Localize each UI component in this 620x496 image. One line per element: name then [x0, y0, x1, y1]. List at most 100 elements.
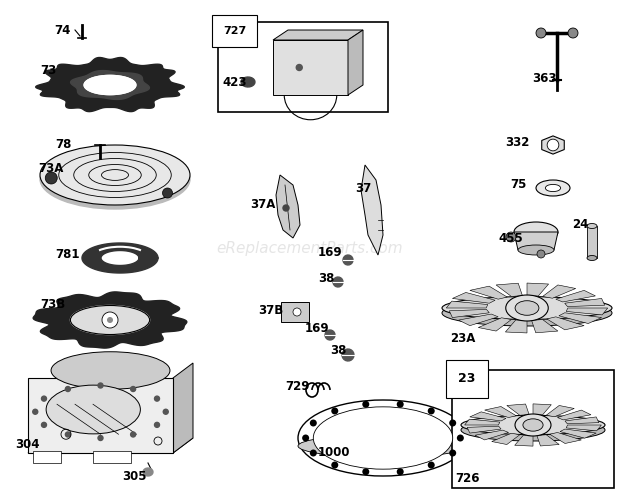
Circle shape	[131, 386, 136, 391]
Polygon shape	[459, 314, 498, 326]
Text: 332: 332	[505, 135, 529, 148]
Polygon shape	[71, 70, 149, 99]
Polygon shape	[33, 292, 187, 348]
Polygon shape	[565, 299, 604, 307]
Text: 38: 38	[330, 344, 347, 357]
Bar	[28, 378, 173, 453]
Bar	[33, 451, 61, 463]
Circle shape	[362, 468, 370, 475]
Polygon shape	[566, 425, 601, 431]
Bar	[587, 226, 597, 258]
Circle shape	[296, 64, 303, 70]
Text: 1000: 1000	[318, 445, 350, 458]
Polygon shape	[71, 306, 149, 334]
Polygon shape	[467, 426, 501, 433]
Polygon shape	[505, 320, 527, 333]
Polygon shape	[273, 30, 363, 40]
Ellipse shape	[51, 352, 170, 389]
Ellipse shape	[536, 180, 570, 196]
Polygon shape	[84, 75, 136, 95]
Polygon shape	[82, 243, 158, 273]
Circle shape	[547, 139, 559, 151]
Polygon shape	[475, 430, 508, 440]
Polygon shape	[557, 410, 591, 420]
Ellipse shape	[40, 145, 190, 205]
Ellipse shape	[523, 419, 543, 431]
Text: 38: 38	[318, 271, 334, 285]
Polygon shape	[276, 175, 300, 238]
Circle shape	[428, 408, 435, 415]
Polygon shape	[560, 429, 596, 438]
Polygon shape	[333, 277, 343, 287]
Text: 73: 73	[40, 63, 56, 76]
Circle shape	[45, 172, 57, 184]
Polygon shape	[537, 435, 559, 446]
Ellipse shape	[46, 385, 140, 434]
Polygon shape	[325, 330, 335, 340]
Polygon shape	[464, 419, 500, 425]
Ellipse shape	[515, 301, 539, 315]
Polygon shape	[450, 310, 489, 317]
Circle shape	[42, 423, 46, 428]
Text: 24: 24	[572, 218, 588, 231]
Ellipse shape	[313, 407, 453, 469]
Polygon shape	[342, 349, 354, 361]
Ellipse shape	[506, 295, 548, 321]
Circle shape	[102, 312, 118, 328]
Text: 23: 23	[458, 372, 476, 385]
Bar	[281, 302, 309, 322]
Polygon shape	[453, 293, 495, 303]
Ellipse shape	[298, 434, 468, 457]
Polygon shape	[343, 255, 353, 265]
Ellipse shape	[461, 415, 605, 434]
Text: 74: 74	[54, 23, 71, 37]
Ellipse shape	[298, 400, 468, 476]
Bar	[452, 370, 614, 488]
Text: 169: 169	[318, 246, 343, 258]
Polygon shape	[348, 30, 363, 95]
Ellipse shape	[514, 222, 558, 242]
Polygon shape	[36, 58, 184, 112]
Circle shape	[449, 449, 456, 456]
Polygon shape	[361, 165, 383, 255]
Polygon shape	[507, 404, 529, 415]
Text: 305: 305	[122, 470, 146, 483]
Circle shape	[537, 250, 545, 258]
Circle shape	[293, 308, 301, 316]
Text: 781: 781	[55, 248, 79, 261]
Circle shape	[42, 396, 46, 401]
Circle shape	[302, 434, 309, 441]
Text: 726: 726	[455, 472, 479, 485]
Polygon shape	[173, 363, 193, 453]
Polygon shape	[514, 232, 558, 250]
Polygon shape	[531, 319, 558, 333]
Ellipse shape	[518, 245, 554, 255]
Text: 75: 75	[510, 179, 526, 191]
Text: 78: 78	[55, 138, 71, 151]
Circle shape	[154, 423, 159, 428]
Polygon shape	[527, 283, 549, 296]
Polygon shape	[241, 77, 255, 87]
Circle shape	[98, 383, 103, 388]
Circle shape	[397, 401, 404, 408]
Circle shape	[331, 462, 339, 469]
Polygon shape	[28, 438, 193, 453]
Polygon shape	[550, 433, 582, 443]
Polygon shape	[565, 417, 599, 424]
Ellipse shape	[515, 414, 551, 436]
Text: 23A: 23A	[450, 331, 476, 345]
Text: 37B: 37B	[258, 304, 283, 316]
Text: 73B: 73B	[40, 299, 65, 311]
Polygon shape	[546, 406, 574, 417]
Text: 455: 455	[498, 232, 523, 245]
Circle shape	[362, 401, 370, 408]
Bar	[218, 22, 388, 112]
Circle shape	[428, 462, 435, 469]
Polygon shape	[496, 283, 523, 297]
Bar	[93, 451, 131, 463]
Circle shape	[506, 232, 516, 242]
Text: 727: 727	[223, 26, 246, 36]
Polygon shape	[143, 468, 153, 476]
Polygon shape	[478, 318, 512, 331]
Circle shape	[568, 28, 578, 38]
